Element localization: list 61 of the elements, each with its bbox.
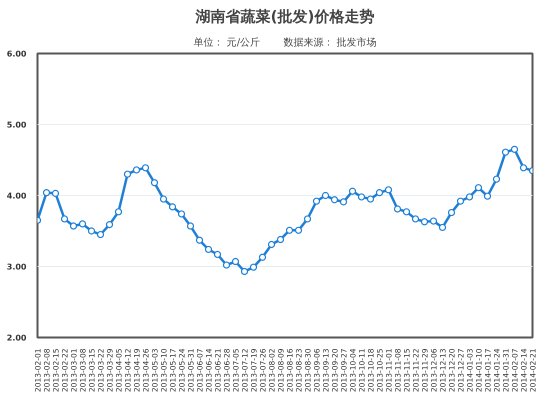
point: [178, 210, 186, 218]
point: [196, 236, 204, 244]
point: [312, 198, 320, 205]
point: [474, 184, 482, 192]
point: [132, 166, 140, 174]
point: [70, 222, 78, 230]
point: [366, 195, 374, 203]
point: [96, 230, 104, 238]
point: [52, 190, 60, 197]
point: [492, 176, 500, 183]
point: [78, 220, 86, 228]
point: [510, 146, 518, 153]
point: [204, 246, 212, 254]
point: [322, 192, 330, 200]
point: [60, 215, 68, 223]
point: [520, 164, 528, 172]
point: [330, 196, 338, 204]
point: [276, 236, 284, 244]
y-tick-label: 3.00: [6, 262, 27, 272]
point: [240, 268, 248, 276]
point: [402, 208, 410, 216]
point: [358, 193, 366, 201]
point: [214, 250, 222, 258]
chart-title: 湖南省蔬菜(批发)价格走势: [194, 8, 374, 26]
point: [430, 217, 438, 225]
point: [438, 224, 446, 232]
point: [168, 203, 176, 210]
point: [466, 193, 474, 201]
point: [150, 179, 158, 186]
point: [294, 226, 302, 234]
point: [42, 189, 50, 196]
point: [304, 215, 312, 223]
point: [448, 208, 456, 216]
y-tick-label: 2.00: [6, 334, 27, 342]
y-tick-label: 6.00: [6, 50, 27, 58]
point: [394, 205, 402, 213]
point: [384, 186, 392, 194]
point: [124, 170, 132, 178]
point: [268, 240, 276, 248]
point: [142, 164, 150, 172]
point: [412, 215, 420, 223]
point: [348, 188, 356, 195]
point: [484, 192, 492, 200]
point: [376, 189, 384, 196]
point: [106, 221, 114, 228]
point: [286, 226, 294, 234]
point: [114, 208, 122, 216]
point: [420, 218, 428, 226]
point: [88, 227, 96, 235]
point: [160, 195, 168, 203]
point: [502, 148, 510, 156]
point: [250, 264, 258, 271]
y-tick-label: 5.00: [6, 120, 27, 130]
y-tick-label: 4.00: [6, 192, 27, 200]
point: [456, 198, 464, 205]
point: [222, 261, 230, 269]
point: [258, 254, 266, 261]
point: [232, 258, 240, 266]
point: [340, 198, 348, 206]
chart-subtitle: 单位： 元/公斤 数据来源： 批发市场: [194, 36, 376, 48]
point: [186, 222, 194, 230]
